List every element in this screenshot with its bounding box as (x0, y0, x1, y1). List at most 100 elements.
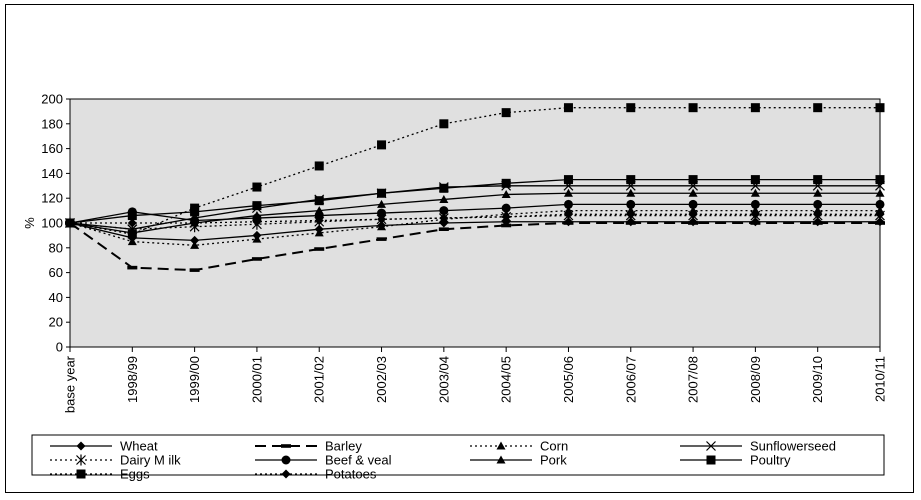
x-tick-label: 2009/10 (810, 356, 825, 403)
legend-swatch-marker (281, 455, 291, 465)
data-point (875, 209, 885, 219)
data-point (688, 221, 699, 225)
data-point (750, 221, 761, 225)
series-line (69, 203, 880, 224)
data-point (875, 221, 885, 225)
x-tick-label: 2000/01 (249, 356, 264, 403)
data-point (813, 209, 823, 219)
legend-label: Poultry (750, 453, 791, 468)
data-point (875, 188, 885, 197)
data-point (127, 218, 137, 228)
legend-label: Dairy M ilk (120, 453, 181, 468)
data-point (750, 103, 760, 113)
y-tick-label: 180 (41, 116, 63, 131)
data-point (750, 199, 760, 209)
x-tick-label: 2007/08 (686, 356, 701, 403)
series-line (69, 221, 880, 242)
data-point (252, 201, 262, 211)
data-point (376, 237, 387, 241)
data-point (626, 103, 636, 113)
data-point (625, 221, 636, 225)
data-point (626, 188, 636, 197)
data-point (813, 199, 823, 209)
y-tick-label: 100 (41, 216, 63, 231)
data-point (563, 103, 573, 113)
data-point (252, 234, 262, 243)
legend-swatch-marker (496, 441, 506, 450)
legend-swatch-marker (281, 444, 291, 448)
data-point (252, 217, 262, 227)
data-point (190, 218, 200, 228)
legend-swatch-marker (281, 469, 291, 479)
data-point (563, 221, 574, 225)
data-point (750, 188, 760, 197)
data-point (501, 203, 511, 213)
x-tick-label: 2001/02 (312, 356, 327, 403)
legend-swatch-marker (76, 454, 86, 466)
data-point (626, 199, 636, 209)
y-tick-label: 120 (41, 191, 63, 206)
data-point (501, 189, 511, 198)
data-point (501, 212, 511, 222)
data-point (688, 175, 698, 185)
data-point (812, 221, 823, 225)
data-point (252, 211, 262, 220)
data-point (377, 199, 387, 208)
x-tick-label: 2008/09 (748, 356, 763, 403)
legend-label: Pork (540, 453, 567, 468)
series-line (69, 192, 880, 234)
x-tick-label: 1998/99 (125, 356, 140, 403)
data-point (251, 257, 262, 261)
legend-label: Corn (540, 439, 568, 454)
y-tick-label: 60 (49, 265, 63, 280)
series-line (69, 178, 880, 224)
y-tick-label: 140 (41, 166, 63, 181)
y-tick-label: 40 (49, 290, 63, 305)
data-point (314, 247, 325, 251)
x-tick-label: 2002/03 (374, 356, 389, 403)
data-point (875, 175, 885, 185)
data-point (190, 235, 200, 245)
data-point (813, 175, 823, 185)
legend-swatch-marker (706, 455, 716, 465)
data-point (190, 240, 200, 249)
legend-label: Sunflowerseed (750, 439, 836, 454)
data-point (439, 183, 449, 193)
legend-label: Barley (325, 439, 362, 454)
legend-label: Beef & veal (325, 453, 392, 468)
x-tick-label: base year (63, 355, 78, 413)
data-point (314, 206, 324, 215)
y-tick-label: 20 (49, 315, 63, 330)
legend-label: Eggs (120, 467, 150, 482)
data-point (439, 119, 449, 129)
data-point (65, 218, 75, 228)
legend-swatch-marker (76, 441, 86, 451)
data-point (875, 103, 885, 113)
data-point (501, 178, 511, 188)
data-point (501, 223, 512, 228)
y-tick-label: 200 (41, 92, 63, 107)
data-point (501, 108, 511, 118)
data-point (377, 208, 387, 218)
data-point (813, 103, 823, 113)
data-point (127, 211, 137, 221)
legend-swatch-marker (496, 455, 506, 464)
data-point (813, 188, 823, 197)
data-point (563, 199, 573, 209)
series-line (69, 107, 880, 235)
data-point (439, 213, 449, 223)
x-tick-label: 2006/07 (623, 356, 638, 403)
legend-label: Wheat (120, 439, 158, 454)
data-point (314, 228, 324, 237)
x-tick-label: 1999/00 (187, 356, 202, 403)
data-point (688, 103, 698, 113)
data-point (750, 209, 760, 219)
series-line (70, 213, 880, 224)
data-point (626, 175, 636, 185)
data-point (439, 206, 449, 216)
data-point (314, 216, 324, 226)
legend-label: Potatoes (325, 467, 377, 482)
legend-swatch-marker (76, 469, 86, 479)
y-tick-label: 0 (56, 340, 63, 355)
